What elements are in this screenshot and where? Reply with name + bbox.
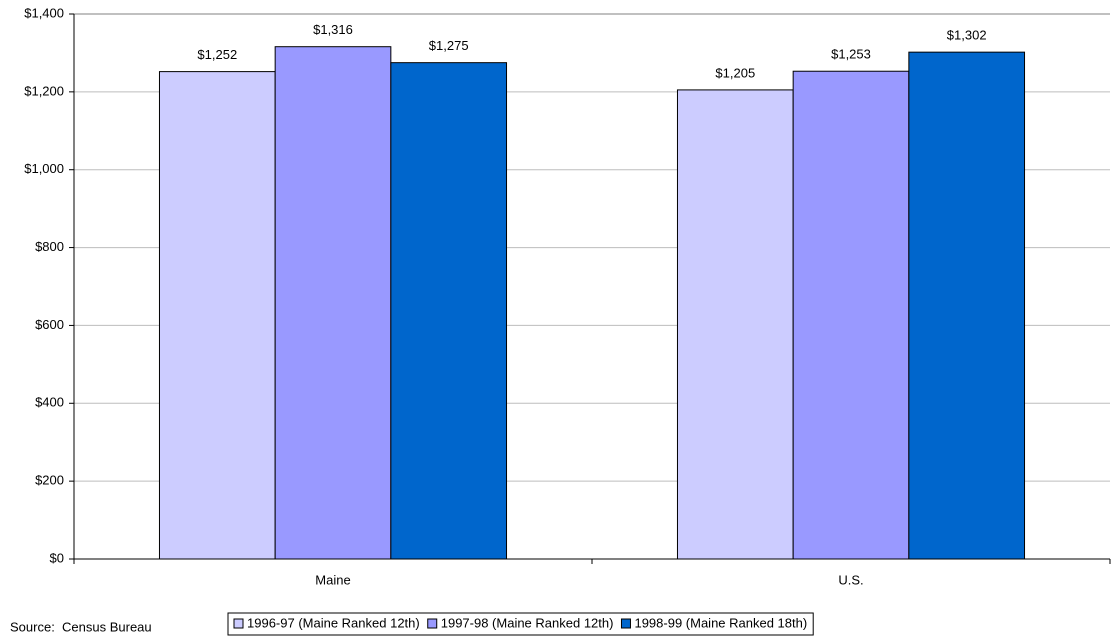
data-label: $1,275 <box>429 38 469 53</box>
legend-box <box>227 612 814 636</box>
data-label: $1,205 <box>715 65 755 80</box>
data-label: $1,302 <box>947 28 987 43</box>
data-label: $1,253 <box>831 47 871 62</box>
y-tick-label: $1,400 <box>24 5 64 20</box>
source-note: Source: Census Bureau <box>10 619 152 634</box>
data-label: $1,252 <box>197 47 237 62</box>
bar <box>390 62 508 560</box>
y-tick-label: $1,200 <box>24 83 64 98</box>
bar <box>274 46 392 560</box>
legend-swatch <box>233 618 244 629</box>
x-tick-label: U.S. <box>838 572 863 587</box>
bar <box>676 89 794 560</box>
y-tick-label: $1,000 <box>24 161 64 176</box>
y-tick-label: $400 <box>35 395 64 410</box>
y-tick-label: $200 <box>35 473 64 488</box>
legend-label: 1997-98 (Maine Ranked 12th) <box>441 615 614 630</box>
x-tick-label: Maine <box>315 572 350 587</box>
legend-label: 1998-99 (Maine Ranked 18th) <box>634 615 807 630</box>
y-tick-label: $800 <box>35 239 64 254</box>
y-tick-label: $0 <box>50 550 64 565</box>
legend-label: 1996-97 (Maine Ranked 12th) <box>247 615 420 630</box>
bar <box>158 71 276 560</box>
y-tick-label: $600 <box>35 317 64 332</box>
legend: 1996-97 (Maine Ranked 12th) 1997-98 (Main… <box>227 612 814 636</box>
legend-swatch <box>620 618 631 629</box>
bar <box>792 70 910 560</box>
legend-swatch <box>427 618 438 629</box>
data-label: $1,316 <box>313 22 353 37</box>
bar <box>908 51 1026 560</box>
